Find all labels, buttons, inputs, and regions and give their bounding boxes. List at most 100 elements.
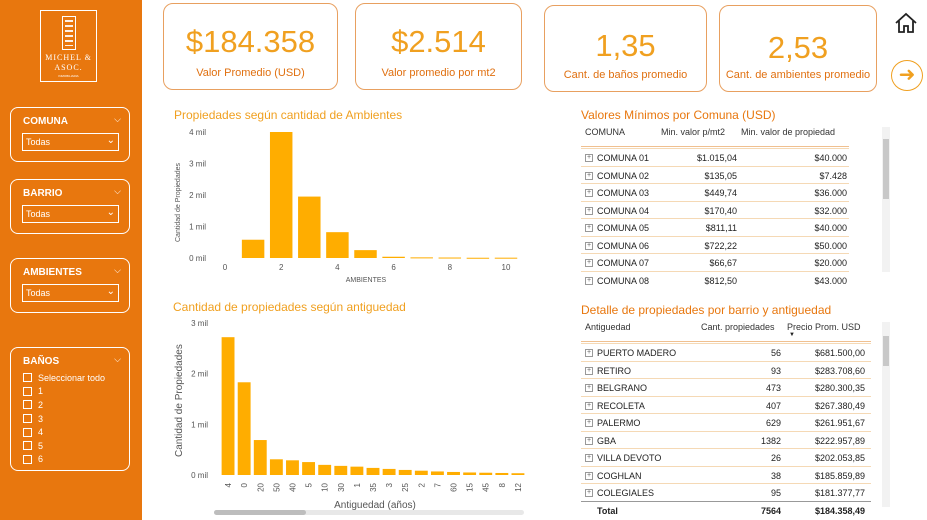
table-row[interactable]: + COMUNA 06 $722,22 $50.000 (581, 235, 849, 254)
chart2-bar[interactable] (414, 470, 428, 475)
expand-icon[interactable]: + (585, 436, 593, 445)
banos-option[interactable]: 1 (23, 385, 105, 399)
chart2-bar[interactable] (398, 469, 412, 475)
table-row[interactable]: + COMUNA 03 $449,74 $36.000 (581, 183, 849, 201)
comuna-dropdown[interactable]: Todas ⌄ (22, 133, 119, 151)
table-row[interactable]: + GBA 1382 $222.957,89 (581, 430, 871, 449)
expand-icon[interactable]: + (585, 259, 593, 267)
chart2-bar[interactable] (495, 472, 509, 475)
checkbox[interactable] (23, 400, 32, 410)
chart2-bar[interactable] (302, 462, 316, 475)
arrow-right-icon[interactable]: ➜ (891, 60, 923, 91)
table-header[interactable]: Cant. propiedades (701, 322, 775, 332)
table-cell: $181.377,77 (814, 488, 865, 498)
table-header[interactable]: COMUNA (585, 127, 625, 137)
expand-icon[interactable]: + (585, 454, 593, 462)
chart1-bar[interactable] (410, 257, 433, 259)
expand-icon[interactable]: + (585, 419, 593, 427)
expand-icon[interactable]: + (585, 276, 593, 285)
table-row[interactable]: + COLEGIALES 95 $181.377,77 (581, 483, 871, 501)
table-row[interactable]: + BELGRANO 473 $280.300,35 (581, 378, 871, 396)
chevron-down-icon[interactable]: ⌵ (114, 114, 121, 124)
table-row[interactable]: + COMUNA 05 $811,11 $40.000 (581, 218, 849, 236)
chart2-bar[interactable] (253, 440, 267, 475)
expand-icon[interactable]: + (585, 384, 593, 392)
chart2-bar[interactable] (221, 337, 235, 475)
chart2-bar[interactable] (350, 466, 364, 475)
chart2-bar[interactable] (286, 460, 299, 475)
table-row[interactable]: + PALERMO 629 $261.951,67 (581, 413, 871, 431)
chart2-bar[interactable] (447, 471, 460, 475)
banos-option[interactable]: 6 (23, 453, 105, 467)
expand-icon[interactable]: + (585, 241, 593, 250)
checkbox[interactable] (23, 427, 32, 437)
chart2-bar[interactable] (430, 471, 444, 475)
scroll-thumb[interactable] (883, 336, 889, 366)
expand-icon[interactable]: + (585, 471, 593, 480)
expand-icon[interactable]: + (585, 154, 593, 162)
table-row[interactable]: + VILLA DEVOTO 26 $202.053,85 (581, 448, 871, 466)
expand-icon[interactable]: + (585, 224, 593, 232)
table-header[interactable]: Min. valor de propiedad (741, 127, 836, 137)
ambientes-dropdown[interactable]: Todas ⌄ (22, 284, 119, 302)
table-row[interactable]: + COMUNA 02 $135,05 $7.428 (581, 165, 849, 184)
checkbox[interactable] (23, 414, 32, 424)
chart2-bar[interactable] (237, 382, 251, 475)
chart1-bar[interactable] (241, 239, 265, 258)
table-row[interactable]: + COMUNA 04 $170,40 $32.000 (581, 200, 849, 219)
expand-icon[interactable]: + (585, 366, 593, 375)
table-min-scrollbar[interactable] (882, 127, 890, 272)
chart2-bar[interactable] (511, 473, 525, 475)
chart1-bar[interactable] (298, 196, 321, 258)
chevron-down-icon[interactable]: ⌵ (114, 186, 121, 196)
chart2-xlabel: Antiguedad (años) (334, 500, 416, 511)
chart1-bar[interactable] (354, 250, 377, 258)
chart2-bar[interactable] (269, 459, 283, 475)
table-row[interactable]: + COMUNA 07 $66,67 $20.000 (581, 253, 849, 271)
table-header[interactable]: Antiguedad (585, 322, 631, 332)
chart2-bar[interactable] (366, 467, 380, 475)
home-icon[interactable] (894, 11, 918, 35)
chart2-bar[interactable] (463, 472, 477, 475)
chart1-bar[interactable] (326, 232, 349, 258)
table-row[interactable]: + COGHLAN 38 $185.859,89 (581, 465, 871, 484)
table-row[interactable]: + PUERTO MADERO 56 $681.500,00 (581, 343, 871, 361)
expand-icon[interactable]: + (585, 349, 593, 357)
chevron-down-icon[interactable]: ⌵ (114, 354, 121, 364)
banos-option[interactable]: 5 (23, 439, 105, 453)
table-row[interactable]: + RECOLETA 407 $267.380,49 (581, 395, 871, 414)
table-detail-scrollbar[interactable] (882, 322, 890, 507)
table-row[interactable]: + RETIRO 93 $283.708,60 (581, 360, 871, 379)
chart2-bar[interactable] (382, 468, 396, 475)
chart1-bar[interactable] (494, 257, 518, 259)
checkbox[interactable] (23, 441, 32, 451)
checkbox[interactable] (23, 454, 32, 464)
scroll-thumb[interactable] (214, 510, 306, 515)
checkbox[interactable] (23, 373, 32, 383)
chart1-bar[interactable] (438, 257, 462, 259)
expand-icon[interactable]: + (585, 206, 593, 215)
expand-icon[interactable]: + (585, 189, 593, 197)
table-header[interactable]: Precio Prom. USD (787, 322, 861, 332)
banos-option[interactable]: 4 (23, 425, 105, 439)
chevron-down-icon[interactable]: ⌵ (114, 265, 121, 275)
chart1-bar[interactable] (269, 132, 293, 258)
banos-option[interactable]: Seleccionar todo (23, 371, 105, 385)
banos-option[interactable]: 3 (23, 412, 105, 426)
banos-option[interactable]: 2 (23, 398, 105, 412)
table-row[interactable]: + COMUNA 01 $1.015,04 $40.000 (581, 148, 849, 166)
chart2-bar[interactable] (334, 465, 348, 475)
barrio-dropdown[interactable]: Todas ⌄ (22, 205, 119, 223)
chart1-bar[interactable] (382, 256, 405, 258)
scroll-thumb[interactable] (883, 139, 889, 199)
expand-icon[interactable]: + (585, 171, 593, 180)
table-row[interactable]: + COMUNA 08 $812,50 $43.000 (581, 270, 849, 289)
chart2-horizontal-scrollbar[interactable] (214, 510, 524, 515)
table-header[interactable]: Min. valor p/mt2 (661, 127, 726, 137)
chart1-bar[interactable] (466, 257, 490, 259)
expand-icon[interactable]: + (585, 401, 593, 410)
chart2-bar[interactable] (318, 464, 332, 475)
checkbox[interactable] (23, 386, 32, 396)
expand-icon[interactable]: + (585, 489, 593, 497)
chart2-bar[interactable] (479, 472, 493, 475)
